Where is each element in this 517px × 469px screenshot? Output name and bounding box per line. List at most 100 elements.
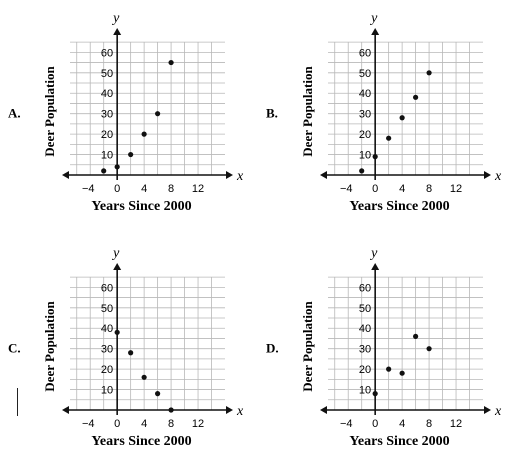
x-tick-label: 0 bbox=[372, 183, 378, 195]
data-point bbox=[155, 391, 161, 397]
data-point bbox=[399, 370, 405, 376]
y-tick-label: 40 bbox=[101, 88, 113, 100]
x-axis-title: Years Since 2000 bbox=[349, 199, 449, 214]
x-tick-label: −4 bbox=[340, 418, 353, 430]
x-tick-label: 4 bbox=[141, 183, 147, 195]
y-tick-label: 30 bbox=[359, 109, 371, 121]
x-axis-name: x bbox=[236, 169, 244, 184]
chart-panel-b: x y −4 0 4 8 12 10 20 30 40 50 60 Years Since 2000 Dee… bbox=[258, 0, 516, 234]
y-axis-arrow bbox=[113, 28, 122, 35]
option-label-d: D. bbox=[266, 341, 279, 356]
y-axis-name: y bbox=[111, 246, 120, 261]
option-label-a: A. bbox=[8, 106, 21, 121]
margin-mark bbox=[17, 388, 18, 416]
y-tick-label: 60 bbox=[359, 47, 371, 59]
x-tick-label: 0 bbox=[114, 183, 120, 195]
x-tick-label: 4 bbox=[399, 183, 405, 195]
x-axis-title: Years Since 2000 bbox=[91, 199, 191, 214]
data-point bbox=[168, 59, 174, 66]
x-axis-name: x bbox=[494, 169, 502, 184]
option-label-b: B. bbox=[266, 106, 278, 121]
x-tick-label: 12 bbox=[192, 183, 204, 195]
y-tick-label: 20 bbox=[359, 129, 371, 141]
x-axis-left-arrow bbox=[320, 171, 327, 179]
y-axis-arrow bbox=[113, 263, 122, 270]
x-axis-left-arrow bbox=[62, 406, 69, 414]
y-tick-label: 60 bbox=[359, 282, 371, 294]
data-point bbox=[372, 154, 378, 160]
y-axis-title: Deer Population bbox=[42, 301, 57, 392]
y-axis-arrow bbox=[371, 28, 380, 35]
x-axis-left-arrow bbox=[62, 171, 69, 179]
y-tick-label: 40 bbox=[101, 323, 113, 335]
y-axis-name: y bbox=[111, 11, 120, 26]
x-tick-label: 4 bbox=[141, 418, 147, 430]
y-tick-label: 10 bbox=[101, 150, 113, 162]
scatter-plot-a: x y −4 0 4 8 12 10 20 30 40 50 60 Years Since 2000 Dee… bbox=[8, 11, 244, 214]
x-tick-label: 8 bbox=[426, 183, 432, 195]
chart-panel-a: x y −4 0 4 8 12 10 20 30 40 50 60 Years Since 2000 Dee… bbox=[0, 0, 258, 234]
chart-panel-c: x y −4 0 4 8 12 10 20 30 40 50 60 Years Since 2000 Dee… bbox=[0, 235, 258, 469]
y-axis-name: y bbox=[369, 11, 378, 26]
y-tick-label: 50 bbox=[359, 303, 371, 315]
x-tick-label: 8 bbox=[426, 418, 432, 430]
y-tick-label: 30 bbox=[101, 109, 113, 121]
x-tick-label: −4 bbox=[82, 183, 95, 195]
y-tick-label: 10 bbox=[359, 150, 371, 162]
data-point bbox=[141, 131, 147, 137]
y-axis-title: Deer Population bbox=[42, 66, 57, 157]
y-tick-label: 20 bbox=[101, 129, 113, 141]
data-point bbox=[128, 151, 134, 158]
y-tick-label: 60 bbox=[101, 47, 113, 59]
data-point bbox=[386, 366, 392, 372]
data-point bbox=[426, 346, 432, 352]
y-tick-label: 20 bbox=[359, 364, 371, 376]
x-axis-name: x bbox=[494, 404, 502, 419]
x-tick-label: 0 bbox=[114, 418, 120, 430]
data-point bbox=[128, 350, 134, 356]
x-axis-right-arrow bbox=[226, 406, 233, 414]
data-point bbox=[155, 111, 161, 117]
chart-panel-d: x y −4 0 4 8 12 10 20 30 40 50 60 Years Since 2000 Dee… bbox=[258, 235, 516, 469]
scatter-plot-d: x y −4 0 4 8 12 10 20 30 40 50 60 Years Since 2000 Dee… bbox=[266, 246, 502, 449]
y-axis-name: y bbox=[369, 246, 378, 261]
scatter-plot-b: x y −4 0 4 8 12 10 20 30 40 50 60 Years Since 2000 Dee… bbox=[266, 11, 502, 214]
data-point bbox=[372, 391, 378, 397]
y-tick-label: 50 bbox=[359, 68, 371, 80]
data-point bbox=[114, 164, 120, 170]
x-tick-label: 0 bbox=[372, 418, 378, 430]
data-point bbox=[101, 168, 107, 174]
data-point bbox=[141, 374, 147, 380]
x-tick-label: 8 bbox=[168, 183, 174, 195]
data-point bbox=[399, 115, 405, 121]
x-axis-right-arrow bbox=[226, 171, 233, 179]
y-tick-label: 40 bbox=[359, 88, 371, 100]
data-point bbox=[168, 407, 174, 413]
data-point bbox=[114, 329, 120, 335]
y-tick-label: 20 bbox=[101, 364, 113, 376]
y-tick-label: 60 bbox=[101, 282, 113, 294]
y-axis-title: Deer Population bbox=[300, 301, 315, 392]
x-axis-right-arrow bbox=[484, 406, 491, 414]
y-tick-label: 10 bbox=[359, 385, 371, 397]
x-tick-label: 4 bbox=[399, 418, 405, 430]
y-tick-label: 40 bbox=[359, 323, 371, 335]
y-tick-label: 30 bbox=[359, 344, 371, 356]
x-tick-label: −4 bbox=[82, 418, 95, 430]
y-tick-label: 50 bbox=[101, 68, 113, 80]
x-axis-title: Years Since 2000 bbox=[349, 434, 449, 449]
data-point bbox=[413, 94, 419, 100]
y-axis-arrow bbox=[371, 263, 380, 270]
y-axis-title: Deer Population bbox=[300, 66, 315, 157]
x-axis-title: Years Since 2000 bbox=[91, 434, 191, 449]
y-tick-label: 30 bbox=[101, 344, 113, 356]
x-axis-name: x bbox=[236, 404, 244, 419]
option-label-c: C. bbox=[8, 341, 21, 356]
x-tick-label: −4 bbox=[340, 183, 353, 195]
x-tick-label: 12 bbox=[450, 183, 462, 195]
x-tick-label: 8 bbox=[168, 418, 174, 430]
x-tick-label: 12 bbox=[450, 418, 462, 430]
data-point bbox=[413, 333, 419, 340]
data-point bbox=[359, 168, 365, 174]
data-point bbox=[426, 70, 432, 76]
